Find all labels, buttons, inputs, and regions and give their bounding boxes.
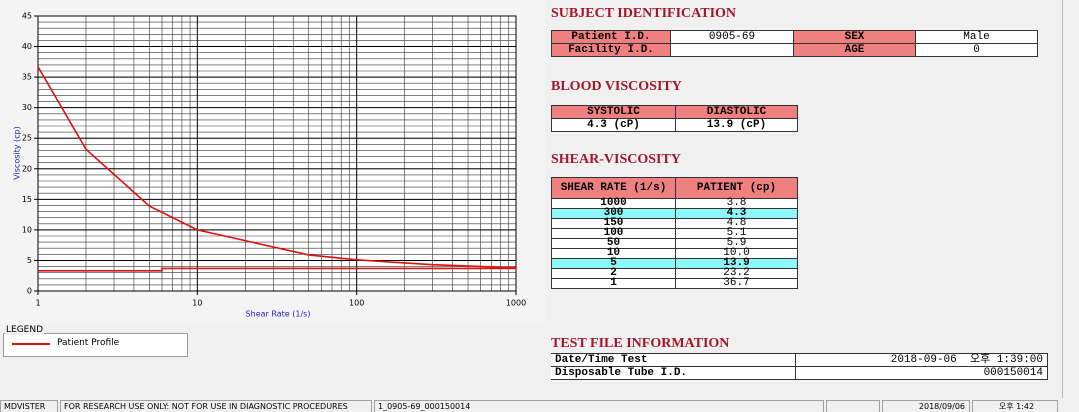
cell: PATIENT (cp) — [675, 177, 798, 199]
cell: Patient I.D. — [551, 30, 671, 44]
y-tick-label: 40 — [22, 42, 32, 51]
cell: 0905-69 — [670, 30, 794, 44]
cell: Facility I.D. — [551, 43, 671, 57]
y-tick-label: 35 — [22, 73, 32, 82]
status-item: 오후 1:42 — [972, 400, 1058, 412]
x-tick-label: 1 — [35, 299, 40, 308]
cell: AGE — [793, 43, 916, 57]
status-item: MDVISTER — [0, 400, 58, 412]
cell: SEX — [793, 30, 916, 44]
cell: SYSTOLIC — [551, 105, 676, 119]
y-tick-label: 0 — [27, 287, 32, 296]
y-tick-label: 20 — [22, 164, 32, 173]
data-line — [37, 66, 517, 269]
cell: 1 — [551, 278, 676, 289]
cell: 2018-09-06 오후 1:39:00 — [795, 353, 1048, 367]
x-axis-label: Shear Rate (1/s) — [246, 310, 311, 319]
x-tick-label: 100 — [349, 299, 364, 308]
cell: 000150014 — [795, 366, 1048, 380]
section-title: BLOOD VISCOSITY — [551, 79, 682, 94]
cell: 4.3 (cP) — [551, 118, 676, 132]
cell: DIASTOLIC — [675, 105, 798, 119]
y-axis-label: Viscosity (cp) — [13, 126, 22, 180]
y-tick-label: 25 — [22, 134, 32, 143]
cell: 36.7 — [675, 278, 798, 289]
legend-title: LEGEND — [5, 325, 45, 335]
x-tick-label: 10 — [192, 299, 202, 308]
chart: Shear Rate (1/s) Viscosity (cp) 0 5 10 15 20… — [0, 0, 545, 325]
cell: 0 — [915, 43, 1038, 57]
test-file-table: Date/Time Test 2018-09-06 오후 1:39:00 Disp… — [551, 353, 1048, 380]
section-title: TEST FILE INFORMATION — [551, 336, 730, 351]
status-item: FOR RESEARCH USE ONLY: NOT FOR USE IN DI… — [60, 400, 372, 412]
x-tick-label: 1000 — [506, 299, 526, 308]
section-title: SHEAR-VISCOSITY — [551, 152, 681, 167]
cell: SHEAR RATE (1/s) — [551, 177, 676, 199]
subject-table: Patient I.D. 0905-69 SEX Male Facility I.D.… — [551, 30, 1038, 57]
section-title: SUBJECT IDENTIFICATION — [551, 6, 737, 21]
y-tick-label: 30 — [22, 103, 32, 112]
status-item — [826, 400, 880, 412]
y-tick-label: 5 — [27, 256, 32, 265]
plot-area — [38, 16, 516, 291]
cell: Male — [915, 30, 1038, 44]
plot-border — [37, 15, 517, 292]
shear-table: SHEAR RATE (1/s) PATIENT (cp) 1000 3.8 300 4… — [551, 177, 798, 289]
divider — [1062, 0, 1063, 398]
legend-swatch — [12, 343, 50, 345]
cell — [670, 43, 794, 57]
y-tick-label: 45 — [22, 12, 32, 21]
status-item: 1_0905-69_000150014 — [374, 400, 824, 412]
cell: Disposable Tube I.D. — [551, 366, 796, 380]
data-line — [38, 267, 516, 272]
legend-label: Patient Profile — [57, 338, 120, 348]
cell: 13.9 (cP) — [675, 118, 798, 132]
cell: Date/Time Test — [551, 353, 796, 367]
y-tick-label: 15 — [22, 195, 32, 204]
status-item: 2018/09/06 — [882, 400, 970, 412]
legend — [3, 333, 188, 357]
y-tick-label: 10 — [22, 225, 32, 234]
blood-table: SYSTOLIC DIASTOLIC 4.3 (cP) 13.9 (cP) — [551, 105, 798, 132]
